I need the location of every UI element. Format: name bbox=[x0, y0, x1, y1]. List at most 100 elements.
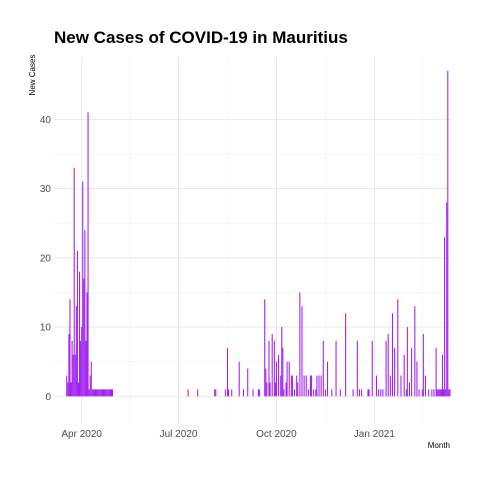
bar bbox=[242, 389, 244, 397]
bar bbox=[391, 313, 393, 397]
bar bbox=[394, 347, 396, 397]
bar bbox=[269, 382, 271, 397]
bar bbox=[102, 389, 104, 397]
bar bbox=[83, 278, 85, 397]
bar bbox=[387, 333, 389, 397]
bar bbox=[421, 389, 423, 397]
bar bbox=[424, 375, 426, 397]
bar bbox=[286, 361, 288, 397]
x-axis-title: Month bbox=[428, 441, 450, 450]
bar bbox=[266, 382, 268, 397]
y-tick-label: 20 bbox=[40, 253, 52, 264]
bar bbox=[264, 299, 266, 397]
bar bbox=[435, 347, 437, 397]
bar bbox=[76, 250, 78, 397]
bar bbox=[324, 389, 326, 397]
bar bbox=[247, 368, 249, 397]
bar bbox=[439, 389, 441, 397]
bar bbox=[89, 375, 91, 397]
bar bbox=[406, 327, 408, 397]
bar bbox=[77, 382, 80, 397]
bar bbox=[291, 375, 293, 397]
bar bbox=[437, 389, 439, 397]
bar bbox=[108, 389, 110, 397]
bar bbox=[327, 361, 329, 397]
bar bbox=[268, 340, 270, 397]
bar bbox=[320, 375, 322, 397]
y-tick-label: 40 bbox=[40, 115, 52, 126]
bar bbox=[378, 389, 380, 397]
bar bbox=[231, 389, 233, 397]
bar bbox=[361, 389, 363, 397]
bar bbox=[91, 389, 93, 397]
bar bbox=[281, 327, 283, 397]
bar bbox=[92, 389, 94, 397]
bar bbox=[278, 354, 280, 397]
y-axis-ticks: 0 10 20 30 40 bbox=[40, 115, 52, 403]
bar bbox=[313, 389, 315, 397]
bar bbox=[98, 389, 100, 397]
bar bbox=[84, 230, 86, 397]
bar bbox=[238, 361, 240, 397]
bar bbox=[187, 389, 189, 397]
bar bbox=[69, 299, 71, 397]
bar bbox=[66, 375, 68, 397]
bar bbox=[389, 375, 391, 397]
bar bbox=[299, 292, 301, 397]
bar bbox=[433, 389, 435, 397]
bar bbox=[86, 292, 88, 397]
bar bbox=[441, 354, 444, 397]
bar bbox=[416, 361, 418, 397]
bar bbox=[305, 375, 307, 397]
bar bbox=[215, 389, 217, 397]
bar bbox=[380, 389, 382, 397]
bar bbox=[79, 271, 81, 397]
bar bbox=[265, 368, 267, 397]
bar bbox=[275, 361, 277, 397]
bar-series bbox=[66, 70, 451, 397]
bar bbox=[397, 299, 399, 397]
bar bbox=[316, 375, 318, 397]
bar bbox=[214, 389, 216, 397]
y-tick-label: 10 bbox=[40, 323, 52, 334]
bar bbox=[88, 389, 90, 397]
bar bbox=[449, 389, 451, 397]
bar bbox=[294, 389, 296, 397]
bar bbox=[105, 389, 107, 397]
bar bbox=[436, 389, 438, 397]
bar bbox=[356, 340, 358, 397]
bar bbox=[405, 389, 407, 397]
bar bbox=[318, 375, 320, 397]
x-tick-label: Jul 2020 bbox=[160, 429, 198, 440]
bar bbox=[303, 375, 305, 397]
bar bbox=[271, 333, 273, 397]
bar bbox=[80, 340, 82, 397]
bar bbox=[74, 354, 76, 397]
bar bbox=[311, 375, 313, 397]
bar bbox=[290, 375, 292, 397]
bar bbox=[296, 375, 298, 397]
bar bbox=[339, 389, 341, 397]
bar bbox=[438, 389, 440, 397]
bar bbox=[288, 361, 290, 397]
bar bbox=[283, 389, 285, 397]
bar bbox=[273, 340, 275, 397]
x-tick-label: Jan 2021 bbox=[354, 429, 396, 440]
bar bbox=[274, 382, 276, 397]
bar bbox=[73, 167, 75, 397]
bar bbox=[97, 389, 99, 397]
bar bbox=[70, 382, 72, 397]
bar bbox=[85, 340, 87, 397]
bar bbox=[258, 389, 260, 397]
bar bbox=[322, 340, 324, 397]
y-axis-title: New Cases bbox=[28, 55, 37, 96]
x-tick-label: Oct 2020 bbox=[256, 429, 297, 440]
bar bbox=[100, 389, 102, 397]
bar bbox=[403, 354, 405, 397]
bar bbox=[252, 389, 254, 397]
bar bbox=[382, 389, 384, 397]
bar bbox=[112, 389, 114, 397]
bar bbox=[106, 389, 108, 397]
bar bbox=[224, 389, 226, 397]
